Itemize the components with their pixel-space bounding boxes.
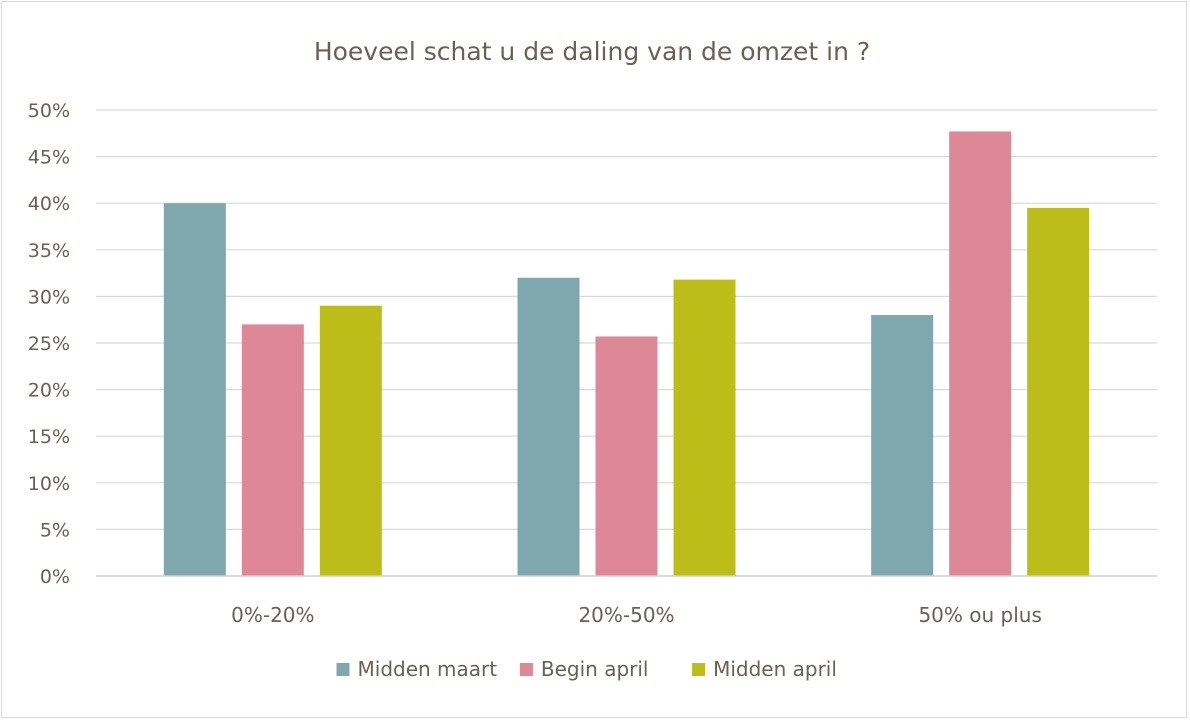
bar: [871, 315, 934, 576]
chart-title: Hoeveel schat u de daling van de omzet i…: [314, 37, 870, 66]
legend-label: Midden april: [713, 657, 837, 681]
legend-label: Midden maart: [358, 657, 498, 681]
legend-label: Begin april: [541, 657, 649, 681]
x-axis-category-labels: 0%-20% 20%-50% 50% ou plus: [231, 603, 1042, 627]
y-axis-tick-labels: 0% 5% 10% 15% 20% 25% 30% 35% 40% 45% 50%: [28, 100, 70, 588]
bar: [163, 203, 226, 576]
y-tick-label: 15%: [28, 426, 70, 448]
legend-swatch: [336, 663, 350, 676]
legend: Midden maart Begin april Midden april: [336, 657, 837, 681]
bar: [319, 305, 382, 576]
x-category-label: 50% ou plus: [918, 603, 1041, 627]
y-tick-label: 30%: [28, 286, 70, 308]
bar: [517, 277, 580, 576]
y-tick-label: 5%: [40, 519, 70, 541]
y-tick-label: 20%: [28, 380, 70, 402]
bar: [673, 279, 736, 576]
bar: [1027, 207, 1090, 577]
bar: [241, 324, 304, 576]
y-tick-label: 50%: [28, 100, 70, 122]
bars: [163, 131, 1090, 577]
bar: [595, 336, 658, 576]
y-tick-label: 45%: [28, 147, 70, 169]
y-tick-label: 40%: [28, 193, 70, 215]
legend-swatch: [519, 663, 533, 676]
x-category-label: 0%-20%: [231, 603, 314, 627]
bar: [949, 131, 1012, 576]
y-tick-label: 35%: [28, 240, 70, 262]
y-tick-label: 25%: [28, 333, 70, 355]
x-category-label: 20%-50%: [578, 603, 674, 627]
y-tick-label: 10%: [28, 473, 70, 495]
y-tick-label: 0%: [40, 566, 70, 588]
legend-swatch: [692, 663, 706, 676]
